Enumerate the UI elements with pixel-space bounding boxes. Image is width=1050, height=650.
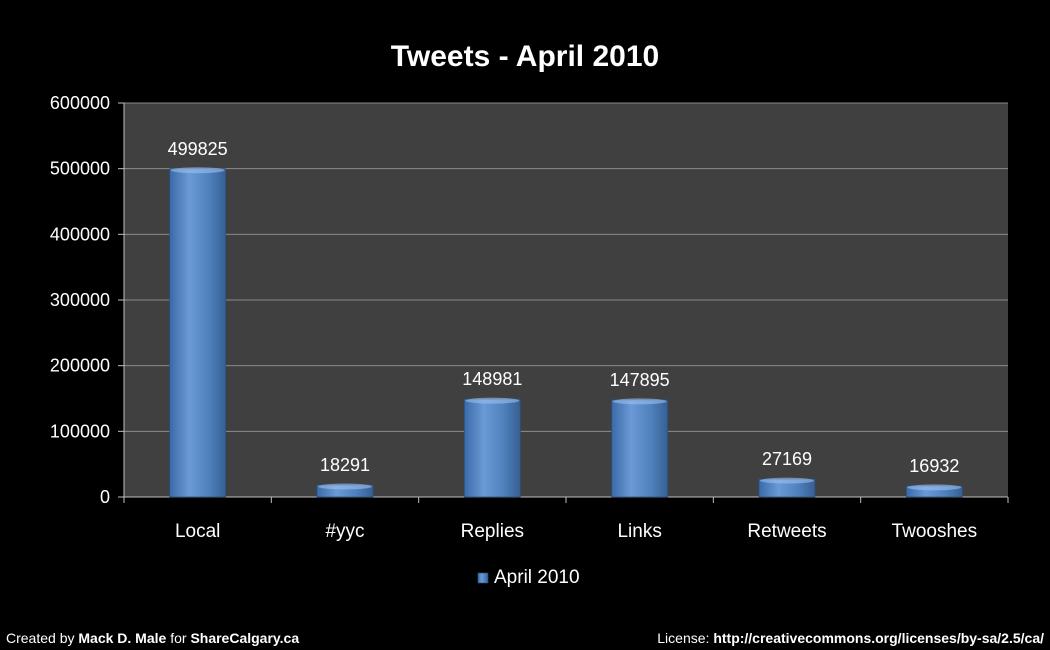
x-tick-label: Twooshes [892,521,978,542]
y-tick-label: 400000 [50,224,110,244]
y-tick-label: 0 [100,487,110,507]
data-label: 147895 [610,370,670,390]
data-label: 27169 [762,449,812,469]
footer-license-url: http://creativecommons.org/licenses/by-s… [713,630,1044,646]
bar-highlight [907,484,962,491]
legend-label: April 2010 [494,567,580,588]
footer-credit: Created by Mack D. Male for ShareCalgary… [6,630,299,646]
bar-highlight [170,167,225,174]
x-tick-label: Links [617,521,661,542]
x-tick-label: Retweets [747,521,826,542]
footer-credit-mid: for [170,630,187,646]
data-label: 18291 [320,455,370,475]
footer-credit-prefix: Created by [6,630,75,646]
data-label: 148981 [462,369,522,389]
bar-highlight [760,477,814,484]
footer-site: ShareCalgary.ca [190,630,300,646]
x-tick-label: #yyc [325,521,364,542]
x-tick-label: Replies [461,521,524,542]
bar-highlight [612,398,667,405]
bar [611,399,669,498]
footer-license-prefix: License: [657,630,710,646]
x-tick-label: Local [175,521,220,542]
y-tick-label: 300000 [50,290,110,310]
legend-swatch [477,572,489,584]
bar-highlight [318,483,372,490]
data-label: 16932 [909,456,959,476]
bar-highlight [465,397,520,404]
footer-author: Mack D. Male [78,630,167,646]
y-tick-label: 600000 [50,93,110,113]
y-tick-label: 500000 [50,159,110,179]
bar [463,398,521,498]
footer-license: License: http://creativecommons.org/lice… [657,630,1044,646]
y-tick-label: 100000 [50,421,110,441]
y-tick-label: 200000 [50,356,110,376]
chart-title: Tweets - April 2010 [391,40,659,73]
data-label: 499825 [168,139,228,159]
bar [169,168,227,498]
